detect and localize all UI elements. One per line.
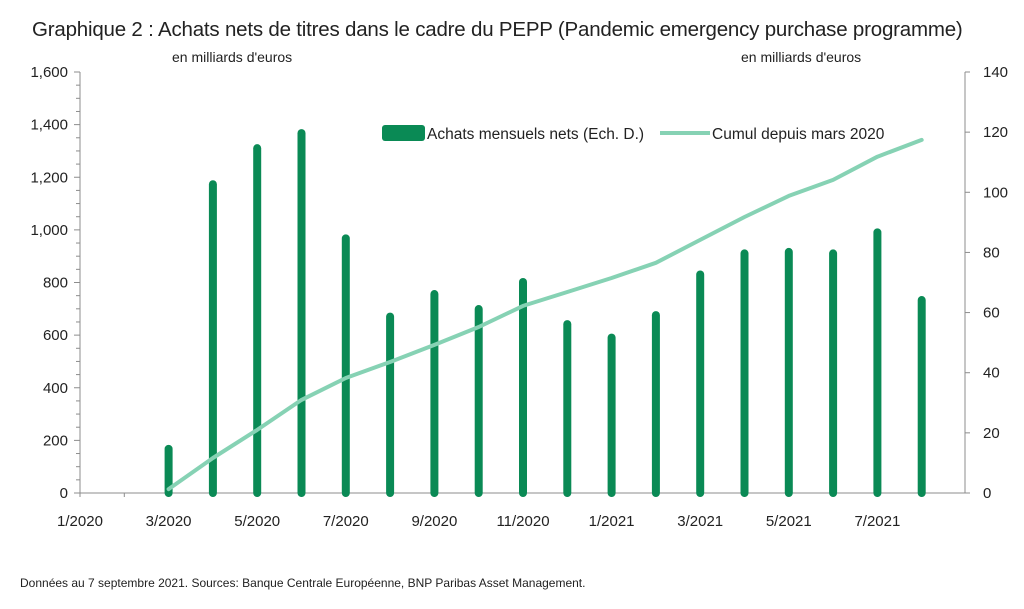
right-y-tick-label: 20 (983, 425, 1000, 442)
right-y-tick-label: 120 (983, 124, 1008, 141)
line-point (433, 344, 435, 346)
line-point (699, 239, 701, 241)
left-y-tick-label: 800 (43, 275, 68, 292)
right-y-tick-label: 100 (983, 184, 1008, 201)
line-point (301, 399, 302, 401)
footnote-source: Données au 7 septembre 2021. Sources: Ba… (20, 576, 586, 590)
line-point (876, 156, 878, 158)
left-y-tick-label: 600 (43, 327, 68, 344)
right-axis-unit-label: en milliards d'euros (741, 49, 862, 65)
line-point (212, 457, 214, 459)
chart-title: Graphique 2 : Achats nets de titres dans… (32, 18, 963, 41)
left-y-tick-label: 1,600 (30, 64, 68, 81)
x-tick-label: 9/2020 (411, 513, 457, 530)
line-point (389, 361, 391, 363)
x-tick-label: 7/2020 (323, 513, 369, 530)
x-tick-label: 3/2020 (146, 513, 192, 530)
line-point (345, 377, 347, 379)
left-y-tick-label: 0 (60, 485, 68, 502)
left-y-tick-label: 200 (43, 432, 68, 449)
x-tick-label: 1/2020 (57, 513, 103, 530)
legend-label-line: Cumul depuis mars 2020 (712, 126, 885, 143)
left-y-tick-label: 400 (43, 380, 68, 397)
line-point (832, 179, 834, 181)
line-cumulative-since-march-2020 (166, 137, 924, 492)
left-y-tick-label: 1,200 (30, 169, 68, 186)
x-tick-label: 11/2020 (496, 513, 549, 530)
x-tick-label: 5/2021 (766, 513, 812, 530)
line-point (655, 262, 657, 264)
legend-swatch-bar (382, 125, 425, 141)
right-y-tick-label: 0 (983, 485, 991, 502)
line-point (921, 139, 923, 141)
left-y-tick-label: 1,000 (30, 222, 68, 239)
line-point (522, 305, 524, 307)
line-point (168, 488, 170, 490)
line-point (744, 216, 745, 218)
line-point (611, 277, 613, 279)
legend-label-bar: Achats mensuels nets (Ech. D.) (427, 126, 644, 143)
right-y-tick-label: 140 (983, 64, 1008, 81)
line-point (478, 326, 480, 328)
right-y-tick-label: 40 (983, 365, 1000, 382)
left-y-tick-label: 1,400 (30, 117, 68, 134)
x-tick-label: 5/2020 (234, 513, 280, 530)
left-axis-unit-label: en milliards d'euros (172, 49, 293, 65)
line-point (566, 291, 568, 293)
line-point (788, 195, 790, 197)
chart-plot: 0 200 400 600 800 1,000 1,200 1,400 1,600 0 20 40 60… (30, 64, 1008, 530)
x-tick-label: 3/2021 (677, 513, 723, 530)
right-y-tick-label: 80 (983, 244, 1000, 261)
x-tick-label: 1/2021 (589, 513, 635, 530)
x-tick-label: 7/2021 (854, 513, 900, 530)
right-y-tick-label: 60 (983, 305, 1000, 322)
line-point (256, 429, 258, 431)
